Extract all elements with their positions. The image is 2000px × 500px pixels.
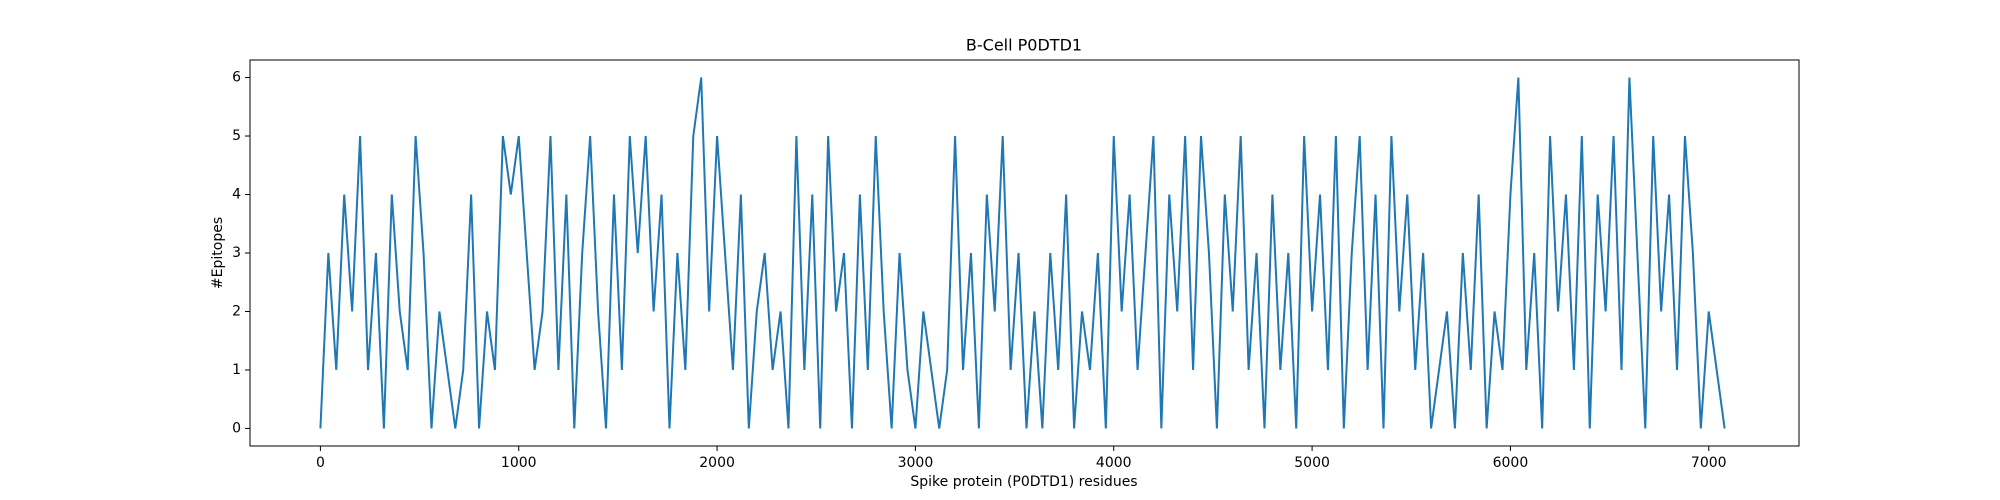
y-tick-label: 0 bbox=[232, 420, 241, 436]
y-tick-label: 5 bbox=[232, 128, 241, 144]
x-tick-label: 4000 bbox=[1096, 455, 1132, 471]
chart-title: B-Cell P0DTD1 bbox=[966, 36, 1082, 55]
y-tick-label: 2 bbox=[232, 303, 241, 319]
y-tick-label: 6 bbox=[232, 70, 241, 86]
x-tick-label: 1000 bbox=[501, 455, 537, 471]
data-line bbox=[319, 77, 1726, 429]
y-tick-label: 1 bbox=[232, 362, 241, 378]
x-tick-label: 2000 bbox=[699, 455, 735, 471]
y-tick-label: 4 bbox=[232, 187, 241, 203]
x-axis-label: Spike protein (P0DTD1) residues bbox=[910, 474, 1137, 490]
y-tick-label: 3 bbox=[232, 245, 241, 261]
x-tick-label: 3000 bbox=[898, 455, 934, 471]
x-tick-label: 5000 bbox=[1294, 455, 1330, 471]
x-tick-label: 6000 bbox=[1493, 455, 1529, 471]
x-tick-label: 7000 bbox=[1691, 455, 1727, 471]
plot-frame bbox=[249, 59, 1800, 447]
y-axis-label: #Epitopes bbox=[210, 217, 226, 289]
x-tick-label: 0 bbox=[316, 455, 325, 471]
